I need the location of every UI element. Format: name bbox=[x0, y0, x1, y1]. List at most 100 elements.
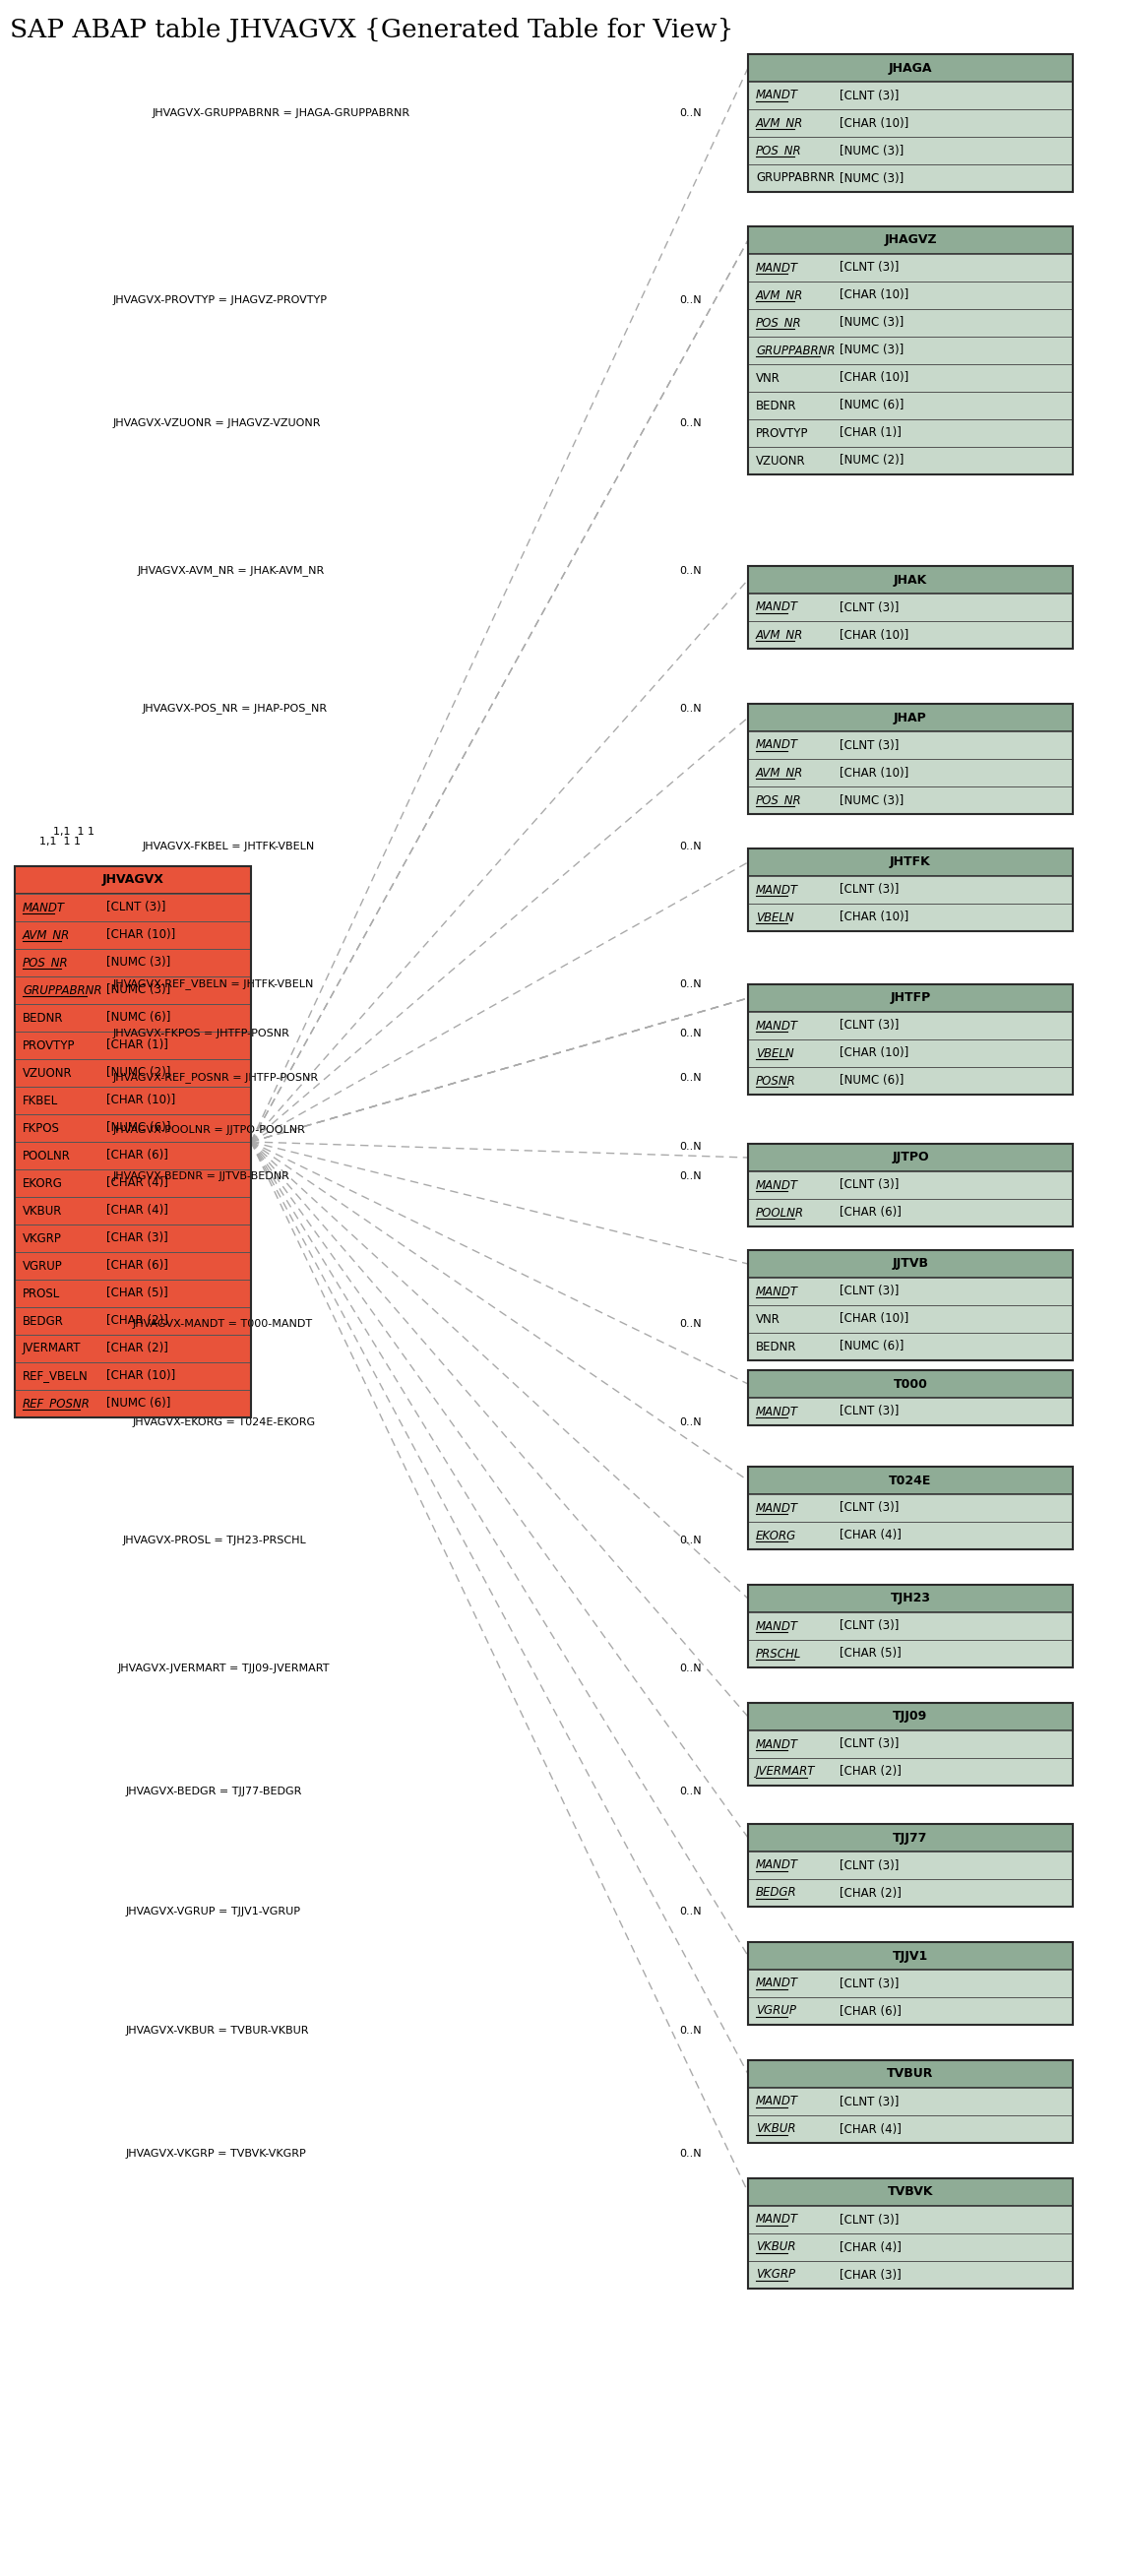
Text: [CHAR (4)]: [CHAR (4)] bbox=[840, 2241, 902, 2254]
Bar bbox=[748, 1306, 1072, 1332]
Text: [CHAR (10)]: [CHAR (10)] bbox=[840, 1046, 909, 1059]
Bar bbox=[748, 1466, 1072, 1494]
Text: JHVAGVX-POOLNR = JJTPO-POOLNR: JHVAGVX-POOLNR = JJTPO-POOLNR bbox=[113, 1126, 305, 1136]
Text: TJJ77: TJJ77 bbox=[893, 1832, 928, 1844]
Text: GRUPPABRNR: GRUPPABRNR bbox=[22, 984, 102, 997]
Text: [CLNT (3)]: [CLNT (3)] bbox=[840, 1180, 900, 1193]
Bar bbox=[748, 621, 1072, 649]
Bar bbox=[15, 1363, 250, 1391]
Text: [CHAR (4)]: [CHAR (4)] bbox=[107, 1206, 168, 1216]
Text: JHAGA: JHAGA bbox=[888, 62, 932, 75]
Bar bbox=[15, 1280, 250, 1306]
Text: [CHAR (4)]: [CHAR (4)] bbox=[840, 1530, 902, 1543]
Text: [NUMC (3)]: [NUMC (3)] bbox=[107, 956, 171, 969]
Text: [CHAR (4)]: [CHAR (4)] bbox=[840, 2123, 902, 2136]
Bar bbox=[748, 82, 1072, 108]
Text: MANDT: MANDT bbox=[756, 2213, 798, 2226]
Text: 0..N: 0..N bbox=[679, 108, 702, 118]
Text: [NUMC (3)]: [NUMC (3)] bbox=[840, 144, 904, 157]
Text: JHTFP: JHTFP bbox=[891, 992, 931, 1005]
Bar bbox=[748, 1584, 1072, 1613]
Text: 1,1  1 1: 1,1 1 1 bbox=[53, 827, 94, 837]
Bar bbox=[748, 309, 1072, 337]
Text: 0..N: 0..N bbox=[679, 1028, 702, 1038]
Bar bbox=[748, 363, 1072, 392]
Text: MANDT: MANDT bbox=[756, 1020, 798, 1033]
Text: [CLNT (3)]: [CLNT (3)] bbox=[840, 884, 900, 896]
Text: BEDGR: BEDGR bbox=[22, 1314, 64, 1327]
Bar bbox=[748, 165, 1072, 193]
Bar bbox=[748, 1370, 1072, 1425]
Bar bbox=[748, 703, 1072, 814]
Text: TJH23: TJH23 bbox=[891, 1592, 931, 1605]
Text: [NUMC (3)]: [NUMC (3)] bbox=[840, 317, 904, 330]
Text: JHVAGVX-MANDT = T000-MANDT: JHVAGVX-MANDT = T000-MANDT bbox=[133, 1319, 313, 1329]
Text: MANDT: MANDT bbox=[756, 1180, 798, 1193]
Text: JHAP: JHAP bbox=[894, 711, 926, 724]
Text: T000: T000 bbox=[893, 1378, 928, 1391]
Text: POOLNR: POOLNR bbox=[22, 1149, 71, 1162]
Text: [CHAR (5)]: [CHAR (5)] bbox=[840, 1646, 902, 1659]
Text: [CLNT (3)]: [CLNT (3)] bbox=[840, 600, 900, 613]
Bar bbox=[15, 1334, 250, 1363]
Bar bbox=[748, 760, 1072, 786]
Bar bbox=[748, 1144, 1072, 1226]
Bar bbox=[748, 2179, 1072, 2205]
Text: VKGRP: VKGRP bbox=[22, 1231, 62, 1244]
Text: [CHAR (3)]: [CHAR (3)] bbox=[840, 2269, 902, 2282]
Bar bbox=[748, 1971, 1072, 1996]
Text: JHVAGVX-BEDGR = TJJ77-BEDGR: JHVAGVX-BEDGR = TJJ77-BEDGR bbox=[126, 1788, 302, 1795]
Text: [CHAR (10)]: [CHAR (10)] bbox=[107, 1370, 175, 1383]
Text: [CHAR (10)]: [CHAR (10)] bbox=[107, 1095, 175, 1108]
Text: [NUMC (3)]: [NUMC (3)] bbox=[840, 345, 904, 358]
Text: [CHAR (10)]: [CHAR (10)] bbox=[840, 912, 909, 925]
Text: [CLNT (3)]: [CLNT (3)] bbox=[840, 1404, 900, 1417]
Bar bbox=[748, 1757, 1072, 1785]
Text: MANDT: MANDT bbox=[756, 2094, 798, 2107]
Text: MANDT: MANDT bbox=[756, 90, 798, 103]
Text: BEDNR: BEDNR bbox=[22, 1012, 64, 1025]
Text: [CLNT (3)]: [CLNT (3)] bbox=[840, 90, 900, 103]
Text: [CLNT (3)]: [CLNT (3)] bbox=[840, 260, 900, 273]
Bar bbox=[748, 1249, 1072, 1360]
Bar bbox=[748, 1824, 1072, 1906]
Bar bbox=[15, 1030, 250, 1059]
Text: TVBVK: TVBVK bbox=[887, 2184, 933, 2197]
Text: JHVAGVX-GRUPPABRNR = JHAGA-GRUPPABRNR: JHVAGVX-GRUPPABRNR = JHAGA-GRUPPABRNR bbox=[153, 108, 411, 118]
Text: BEDGR: BEDGR bbox=[756, 1886, 797, 1899]
Text: VBELN: VBELN bbox=[756, 1046, 794, 1059]
Text: VBELN: VBELN bbox=[756, 912, 794, 925]
Text: [NUMC (6)]: [NUMC (6)] bbox=[840, 1074, 904, 1087]
Text: [CLNT (3)]: [CLNT (3)] bbox=[840, 1620, 900, 1633]
Text: [CHAR (4)]: [CHAR (4)] bbox=[107, 1177, 168, 1190]
Bar bbox=[15, 1141, 250, 1170]
Bar bbox=[748, 2262, 1072, 2287]
Text: [CHAR (2)]: [CHAR (2)] bbox=[840, 1886, 902, 1899]
Bar bbox=[748, 904, 1072, 930]
Text: MANDT: MANDT bbox=[756, 1860, 798, 1873]
Bar bbox=[748, 1278, 1072, 1306]
Bar bbox=[15, 866, 250, 894]
Text: [CHAR (10)]: [CHAR (10)] bbox=[840, 371, 909, 384]
Text: [NUMC (6)]: [NUMC (6)] bbox=[840, 1340, 904, 1352]
Bar bbox=[748, 567, 1072, 592]
Bar bbox=[748, 392, 1072, 420]
Text: [CHAR (10)]: [CHAR (10)] bbox=[840, 1314, 909, 1327]
Text: [CHAR (1)]: [CHAR (1)] bbox=[840, 428, 902, 440]
Bar bbox=[748, 1942, 1072, 1971]
Text: JHVAGVX-POS_NR = JHAP-POS_NR: JHVAGVX-POS_NR = JHAP-POS_NR bbox=[143, 703, 328, 714]
Text: [CHAR (6)]: [CHAR (6)] bbox=[107, 1260, 168, 1273]
Text: 0..N: 0..N bbox=[679, 1906, 702, 1917]
Text: [CHAR (2)]: [CHAR (2)] bbox=[107, 1314, 168, 1327]
Text: 0..N: 0..N bbox=[679, 2148, 702, 2159]
Text: MANDT: MANDT bbox=[756, 1285, 798, 1298]
Text: JHVAGVX-FKBEL = JHTFK-VBELN: JHVAGVX-FKBEL = JHTFK-VBELN bbox=[143, 842, 316, 853]
Bar bbox=[748, 1198, 1072, 1226]
Bar bbox=[748, 2205, 1072, 2233]
Text: MANDT: MANDT bbox=[22, 902, 65, 914]
Text: REF_VBELN: REF_VBELN bbox=[22, 1370, 89, 1383]
Text: 0..N: 0..N bbox=[679, 1172, 702, 1182]
Bar bbox=[748, 984, 1072, 1012]
Text: POS_NR: POS_NR bbox=[756, 317, 802, 330]
Text: PROSL: PROSL bbox=[22, 1288, 61, 1301]
